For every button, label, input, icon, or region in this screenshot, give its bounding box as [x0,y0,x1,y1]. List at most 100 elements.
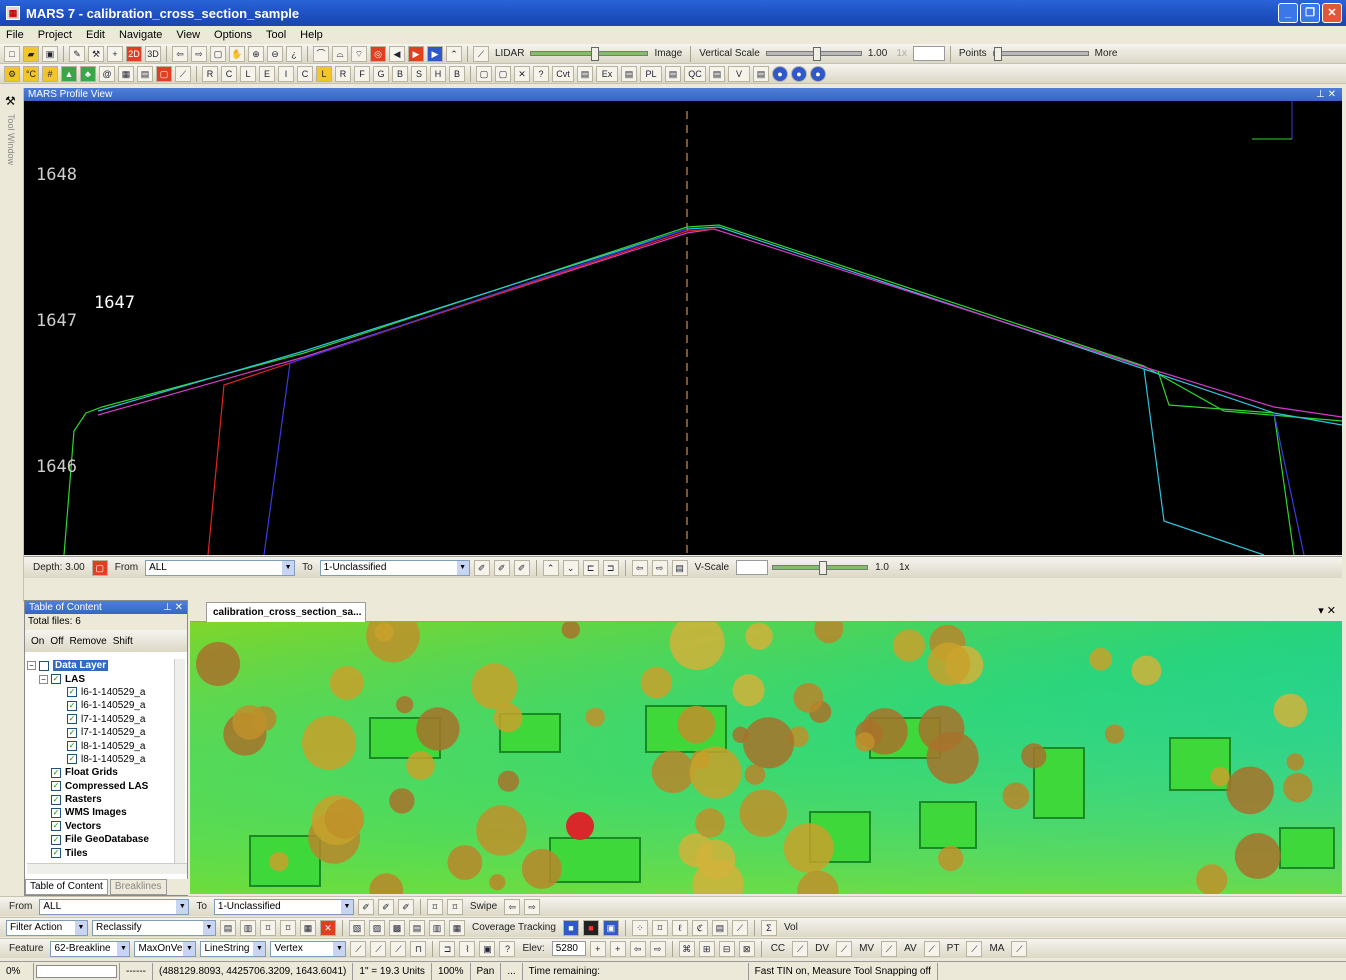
lasso-2-icon[interactable]: ⌑ [446,898,463,915]
class-r-button[interactable]: R [202,65,218,82]
class-b-button[interactable]: B [392,65,408,82]
checkbox[interactable]: ✓ [51,807,61,818]
polygon-icon[interactable]: ⌑ [651,919,668,936]
class-r-button[interactable]: R [335,65,351,82]
feature-extra-icon[interactable]: ⟋ [881,940,898,957]
tree-row-las-file[interactable]: ✓ l6-1-140529_a [27,686,175,699]
blue-circle-b-icon[interactable]: ● [791,65,807,82]
checkbox[interactable]: ✓ [67,687,77,698]
map-tab-close-icon[interactable]: ▾ ✕ [1318,605,1336,617]
measure-icon[interactable]: ⌒ [313,45,329,62]
feature-extra-icon[interactable]: ⟋ [836,940,853,957]
tool-extra-icon[interactable]: ▤ [577,65,593,82]
tree-row-group[interactable]: ✓ WMS Images [27,806,175,819]
flag-red-icon[interactable]: ▶ [408,45,424,62]
profile-view[interactable]: 1648 1647 1646 1647 [24,101,1342,555]
feature-b-icon[interactable]: ⊞ [698,940,715,957]
speaker-icon[interactable]: ◀ [389,45,405,62]
map-document-tab[interactable]: calibration_cross_section_sa... [206,602,366,622]
checkbox[interactable]: ✓ [67,727,77,738]
vscale-slider[interactable] [772,561,869,575]
lidar-image-blend-slider[interactable] [530,47,649,61]
swipe-button[interactable]: Swipe [469,901,498,912]
checkbox[interactable]: ✓ [51,674,61,685]
filter-c-icon[interactable]: ▩ [389,919,405,936]
fence-icon[interactable]: ⊏ [582,559,599,576]
vertical-scale-input[interactable] [912,46,945,61]
full-extent-icon[interactable]: ▢ [210,45,226,62]
vertical-scale-slider[interactable] [765,47,862,61]
toc-off-button[interactable]: Off [50,635,64,647]
class-tree-icon[interactable]: ♣ [80,65,96,82]
draw-b-icon[interactable]: ⟋ [370,940,387,957]
save-icon[interactable]: ▣ [42,45,58,62]
from-class-select[interactable]: ALL ▼ [145,559,296,576]
classify-brush-2-icon[interactable]: ✐ [493,559,510,576]
class-g-button[interactable]: G [373,65,389,82]
filter-action-select[interactable]: Filter Action ▼ [6,919,88,936]
tool-extra-icon[interactable]: ▤ [665,65,681,82]
reclassify-select[interactable]: Reclassify ▼ [92,919,216,936]
tree-row-las[interactable]: − ✓ LAS [27,672,175,685]
crosshair-icon[interactable]: + [107,45,123,62]
toc-remove-button[interactable]: Remove [69,635,107,647]
class-color-icon[interactable]: °C [23,65,39,82]
checkbox[interactable]: ✓ [51,767,61,778]
menu-file[interactable]: File [6,29,24,41]
filter-stop-icon[interactable]: ✕ [320,919,336,936]
menu-options[interactable]: Options [214,29,252,41]
coverage-blue-icon[interactable]: ■ [562,919,579,936]
tool-extra-icon[interactable]: ▤ [621,65,637,82]
tree-row-group[interactable]: ✓ Vectors [27,820,175,833]
tree-row-group[interactable]: ✓ File GeoDatabase [27,833,175,846]
to-class-select[interactable]: 1-Unclassified ▼ [319,559,470,576]
brush-icon[interactable]: ✐ [357,898,374,915]
blue-circle-c-icon[interactable]: ● [810,65,826,82]
swipe-left-icon[interactable]: ⇦ [504,898,521,915]
step-back-icon[interactable]: ⇦ [631,559,648,576]
menu-help[interactable]: Help [300,29,323,41]
menu-edit[interactable]: Edit [85,29,105,41]
checkbox[interactable]: ✓ [67,714,77,725]
identify-icon[interactable]: ¿ [286,45,302,62]
max-on-vertex-select[interactable]: MaxOnVerte ▼ [134,940,197,957]
points-slider[interactable] [992,47,1089,61]
class-l-button[interactable]: L [316,65,332,82]
tool-ex-button[interactable]: Ex [596,65,618,82]
below-line-icon[interactable]: ⌄ [562,559,579,576]
tool-extra-icon[interactable]: ▤ [753,65,769,82]
new-file-icon[interactable]: □ [4,45,20,62]
class-s-button[interactable]: S [411,65,427,82]
filter-to-select[interactable]: 1-Unclassified ▼ [213,898,354,915]
draw-line-icon[interactable]: ⟋ [175,65,191,82]
checkbox[interactable]: ✓ [51,821,61,832]
path-icon[interactable]: ⟋ [473,45,489,62]
restore-button[interactable]: ❐ [1300,3,1320,23]
feature-c-icon[interactable]: ⊟ [718,940,735,957]
draw-g-icon[interactable]: ▣ [479,940,496,957]
lasso-icon[interactable]: ⌑ [426,898,443,915]
collapse-icon[interactable]: − [39,674,48,684]
feature-pt-button[interactable]: PT [946,943,960,954]
filter-a-icon[interactable]: ▧ [349,919,365,936]
toc-vertical-scrollbar[interactable] [174,659,185,863]
prev-icon[interactable]: ⇦ [629,940,646,957]
classify-brush-3-icon[interactable]: ✐ [513,559,530,576]
filter-list-icon[interactable]: ▥ [240,919,256,936]
feature-av-button[interactable]: AV [904,943,917,954]
coverage-red-icon[interactable]: ■ [582,919,599,936]
draw-e-icon[interactable]: ⊐ [439,940,456,957]
tool-window-icon[interactable]: ⚒ [5,94,16,108]
tool-d-icon[interactable]: ⟋ [731,919,748,936]
checkbox[interactable]: ✓ [67,741,77,752]
step-forward-icon[interactable]: ⇨ [651,559,668,576]
feature-d-icon[interactable]: ⊠ [738,940,755,957]
feature-extra-icon[interactable]: ⟋ [1011,940,1028,957]
tree-row-las-file[interactable]: ✓ l8-1-140529_a [27,753,175,766]
add-icon[interactable]: + [589,940,606,957]
tab-table-of-content[interactable]: Table of Content [25,879,108,895]
draw-f-icon[interactable]: ⌇ [459,940,476,957]
draw-a-icon[interactable]: ⟋ [350,940,367,957]
tree-row-group[interactable]: ✓ Tiles [27,846,175,859]
fence-2-icon[interactable]: ⊐ [602,559,619,576]
